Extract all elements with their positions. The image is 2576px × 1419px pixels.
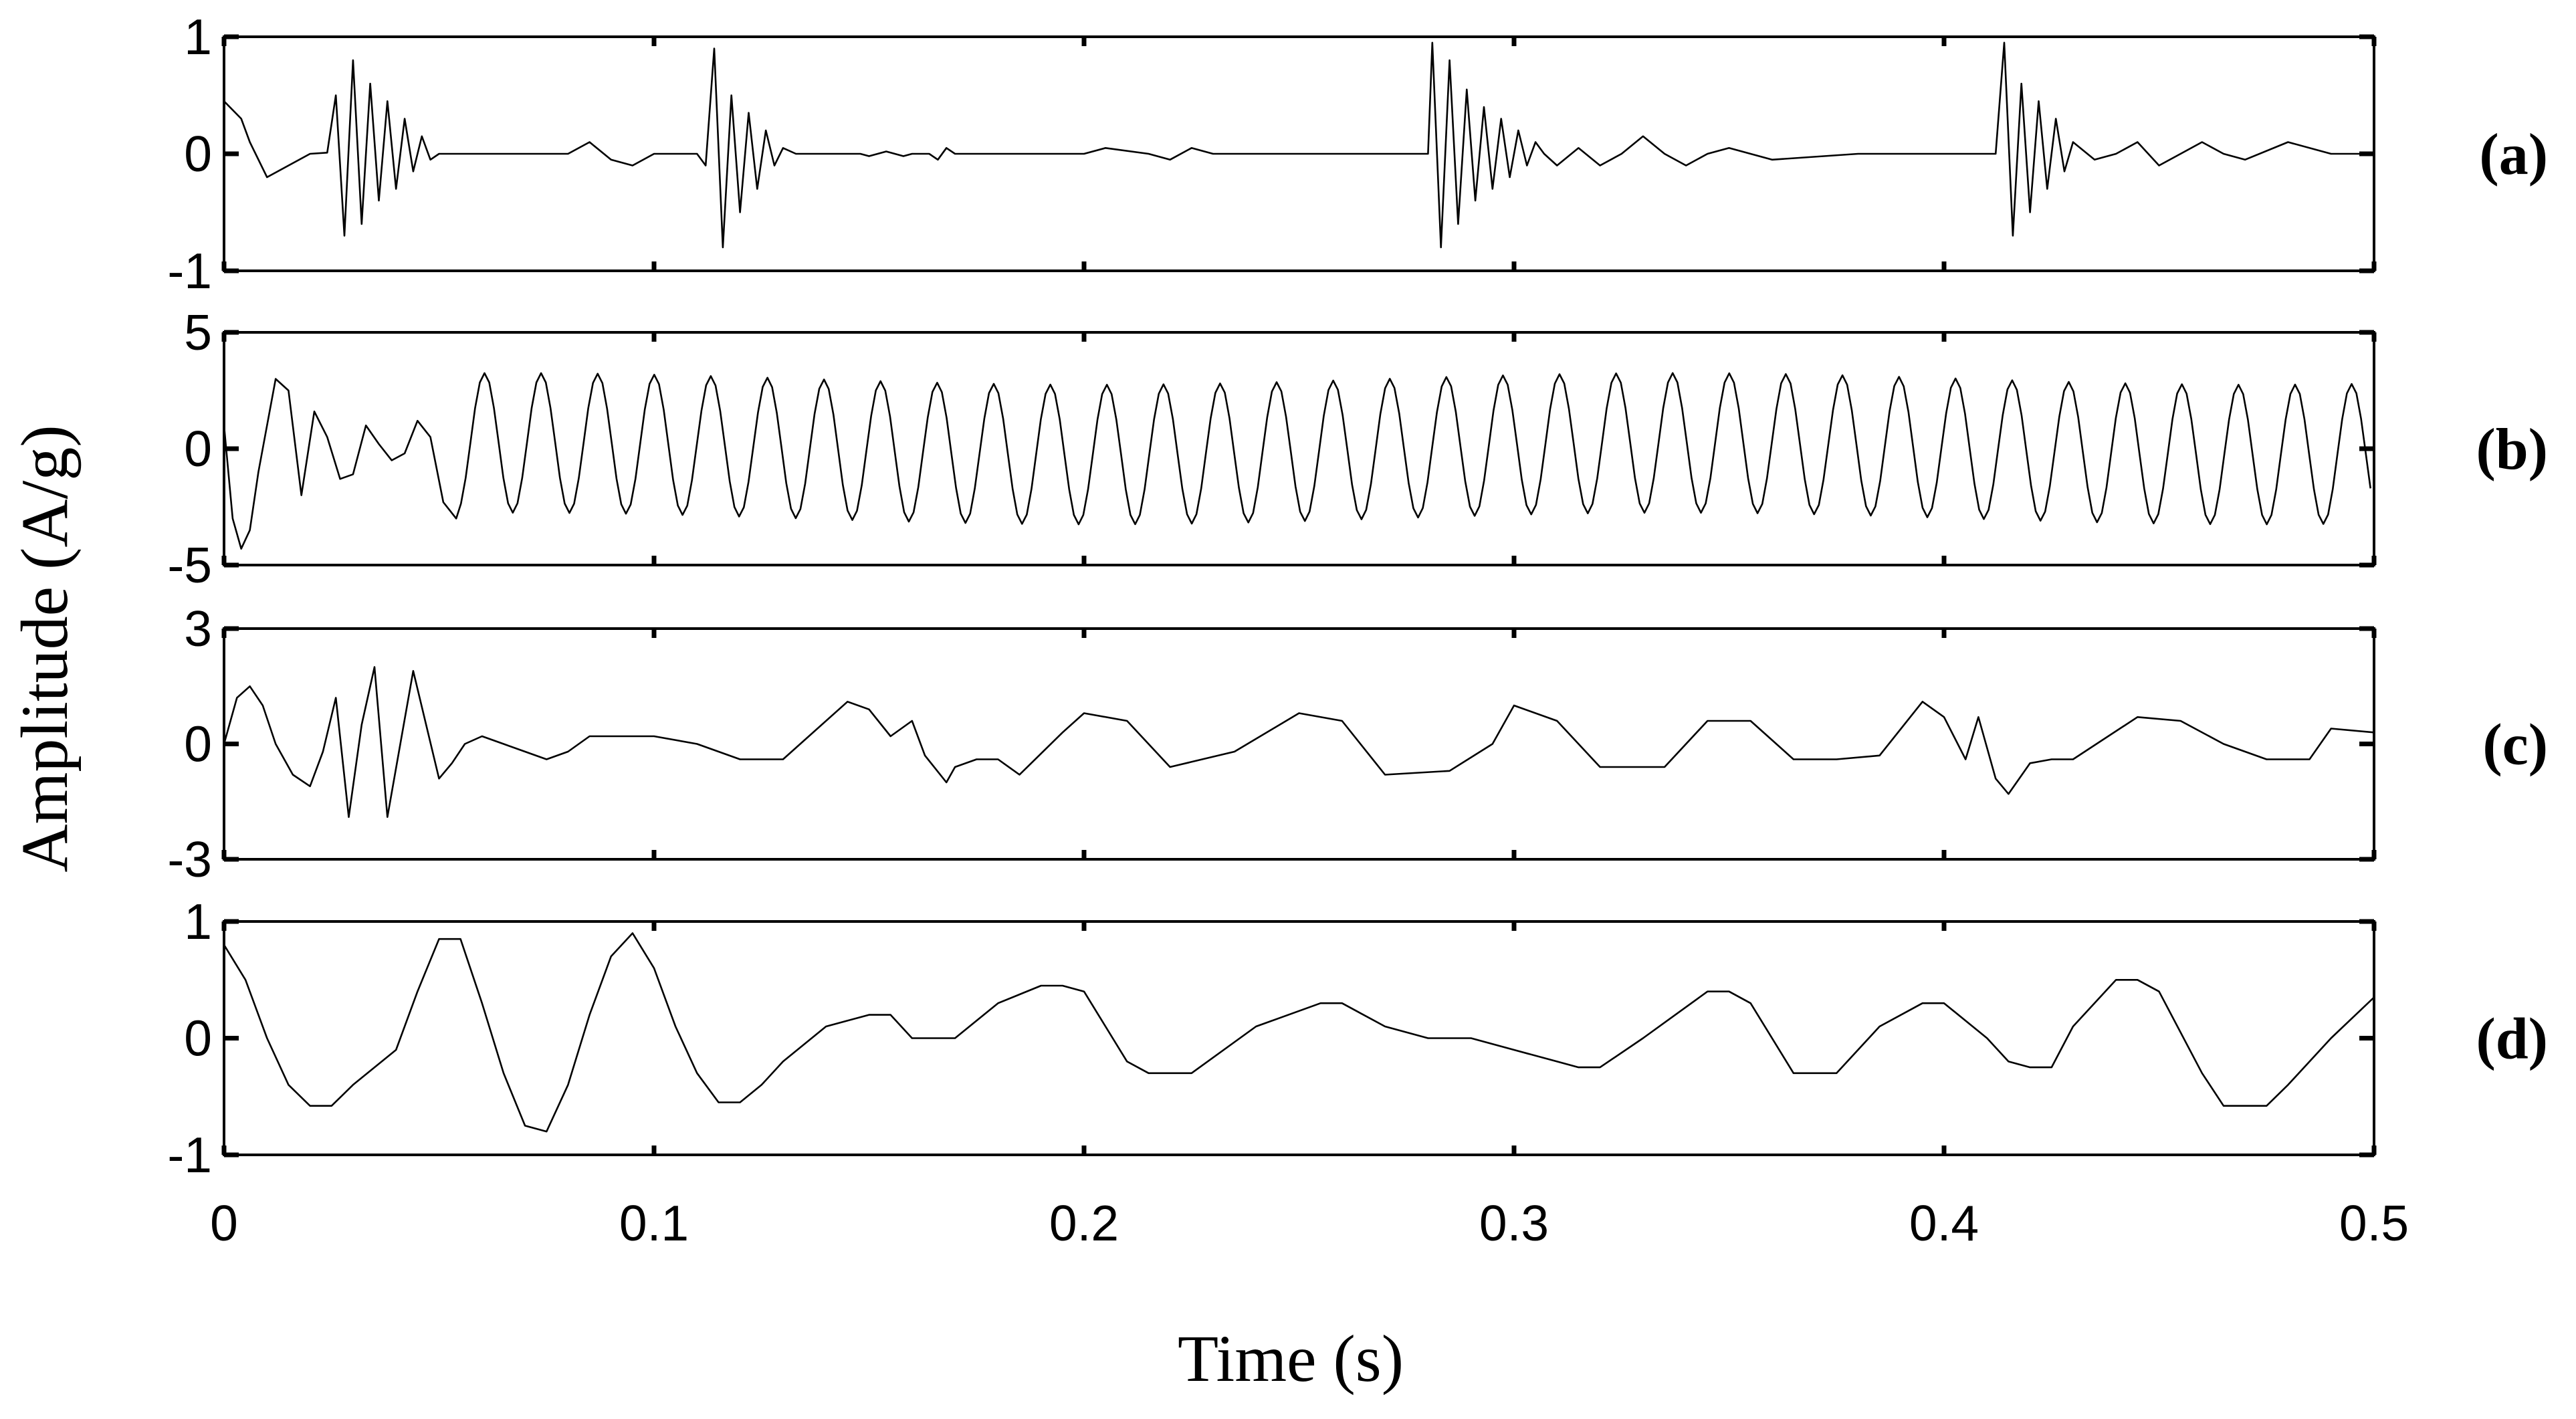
y-tick-label: -5 bbox=[167, 537, 212, 593]
y-tick-label: 5 bbox=[184, 304, 212, 360]
signal-line-a bbox=[223, 41, 2374, 249]
y-tick-label: 1 bbox=[184, 893, 212, 950]
panel-label: (a) bbox=[2479, 122, 2548, 187]
x-axis-title: Time (s) bbox=[1178, 1321, 1404, 1396]
y-tick-label: -1 bbox=[167, 1127, 212, 1183]
signal-line-b bbox=[223, 372, 2371, 550]
x-tick-label: 0 bbox=[210, 1195, 238, 1251]
y-tick-label: -3 bbox=[167, 831, 212, 887]
panel-label: (c) bbox=[2482, 713, 2548, 778]
panel-a: 1 0 -1 (a) bbox=[167, 9, 2548, 299]
panel-label: (d) bbox=[2476, 1007, 2548, 1072]
x-tick-labels: 0 0.1 0.2 0.3 0.4 0.5 bbox=[210, 1195, 2409, 1251]
plot-frame bbox=[223, 331, 2375, 566]
y-tick-label: 1 bbox=[184, 9, 212, 65]
y-tick-label: 0 bbox=[184, 716, 212, 772]
panel-label: (b) bbox=[2476, 417, 2548, 482]
plot-frame bbox=[223, 627, 2375, 861]
y-tick-label: 3 bbox=[184, 601, 212, 657]
x-tick-label: 0.3 bbox=[1479, 1195, 1549, 1251]
plot-frame bbox=[223, 920, 2375, 1156]
y-axis-title: Amplitude (A/g) bbox=[7, 425, 82, 872]
panel-b: 5 0 -5 (b) bbox=[167, 304, 2548, 593]
x-tick-label: 0.4 bbox=[1909, 1195, 1979, 1251]
signal-line-c bbox=[223, 666, 2375, 818]
x-tick-label: 0.5 bbox=[2339, 1195, 2409, 1251]
panel-c: 3 0 -3 (c) bbox=[167, 601, 2548, 887]
x-tick-label: 0.1 bbox=[619, 1195, 689, 1251]
signal-line-d bbox=[223, 932, 2375, 1133]
y-tick-label: 0 bbox=[184, 126, 212, 182]
y-tick-label: -1 bbox=[167, 243, 212, 299]
y-tick-label: 0 bbox=[184, 421, 212, 477]
y-tick-label: 0 bbox=[184, 1010, 212, 1067]
x-tick-label: 0.2 bbox=[1049, 1195, 1119, 1251]
panel-d: 1 0 -1 (d) bbox=[167, 893, 2548, 1183]
